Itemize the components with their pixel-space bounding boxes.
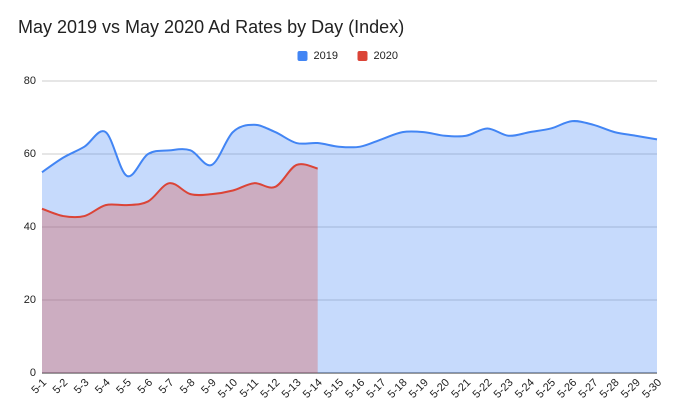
y-tick-label: 0 <box>30 367 36 379</box>
legend-label: 2019 <box>314 50 338 62</box>
y-tick-label: 60 <box>24 148 36 160</box>
area-line <box>41 120 658 178</box>
y-tick-label: 80 <box>24 75 36 87</box>
chart-title: May 2019 vs May 2020 Ad Rates by Day (In… <box>18 17 404 37</box>
y-tick-label: 40 <box>24 221 36 233</box>
area-fill <box>42 164 318 373</box>
legend-swatch <box>297 51 308 61</box>
area-line <box>41 163 318 219</box>
legend-swatch <box>357 51 368 61</box>
legend-label: 2020 <box>374 50 398 62</box>
area-fill <box>42 121 657 374</box>
y-tick-label: 20 <box>24 294 36 306</box>
